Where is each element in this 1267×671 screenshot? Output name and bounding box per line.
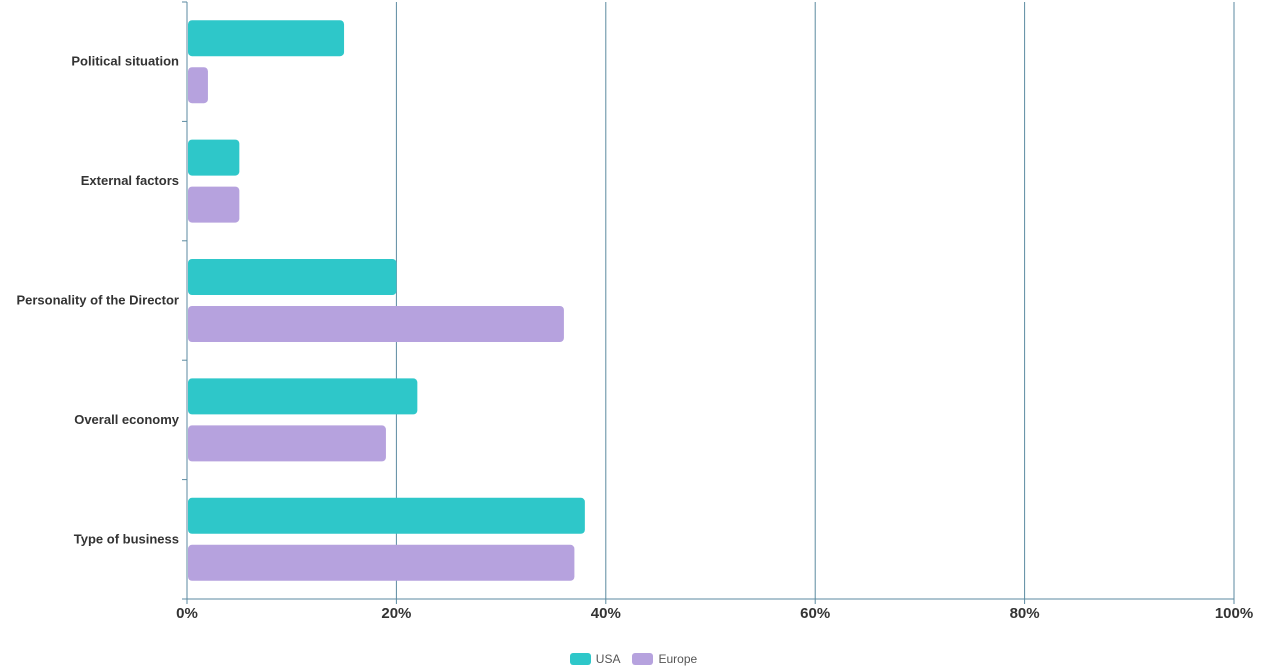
legend-label-usa: USA	[595, 652, 621, 666]
category-label: Overall economy	[74, 412, 180, 427]
bar-europe[interactable]	[188, 544, 575, 581]
legend-label-europe: Europe	[658, 652, 698, 666]
axes	[182, 1, 1235, 604]
legend-swatch-europe	[632, 653, 654, 665]
legend-item-europe[interactable]: Europe	[632, 652, 697, 666]
x-tick-label: 80%	[1010, 605, 1040, 622]
category-label: Personality of the Director	[16, 293, 179, 308]
category-label: Type of business	[74, 531, 179, 546]
bar-usa[interactable]	[188, 378, 418, 415]
bar-europe[interactable]	[188, 306, 564, 342]
bar-usa[interactable]	[188, 497, 585, 534]
legend: USA Europe	[0, 650, 1267, 668]
legend-swatch-usa	[569, 653, 591, 665]
category-label: Political situation	[71, 54, 179, 69]
x-tick-label: 60%	[800, 605, 830, 622]
bar-usa[interactable]	[188, 20, 345, 57]
bar-usa[interactable]	[188, 139, 240, 176]
bar-usa[interactable]	[188, 259, 397, 295]
x-tick-label: 20%	[381, 605, 411, 622]
category-label: External factors	[81, 173, 179, 188]
bars	[188, 20, 585, 581]
x-tick-label: 100%	[1215, 605, 1253, 622]
bar-europe[interactable]	[188, 67, 208, 104]
x-tick-label: 0%	[176, 605, 198, 622]
x-tick-label: 40%	[591, 605, 621, 622]
bar-europe[interactable]	[188, 186, 240, 223]
labels: 0% 20% 40% 60% 80% 100% Political situation Ext…	[16, 54, 1253, 622]
legend-item-usa[interactable]: USA	[569, 652, 621, 666]
bar-europe[interactable]	[188, 425, 386, 462]
